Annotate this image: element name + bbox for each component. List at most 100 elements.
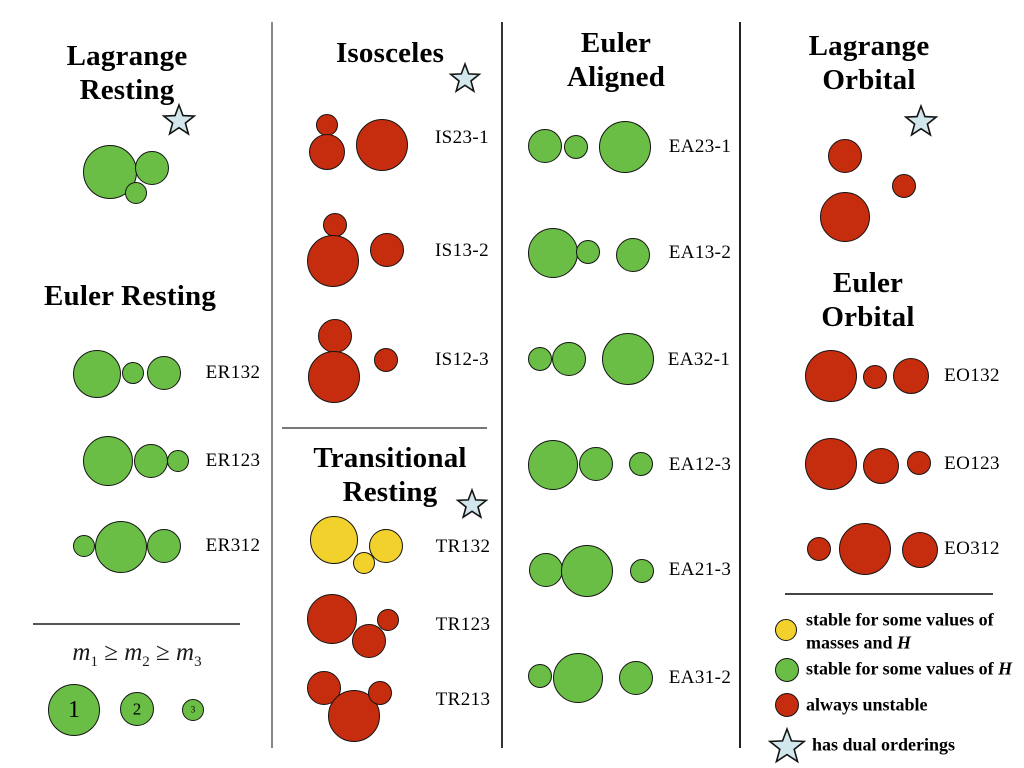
- star-icon: [455, 487, 489, 519]
- mass-circle: [807, 537, 831, 561]
- mass-circle: [369, 529, 403, 563]
- mass-circle: [828, 139, 862, 173]
- mass-size-key-circle: [182, 699, 204, 721]
- row-label-ER132: ER132: [205, 362, 261, 383]
- mass-circle: [820, 192, 870, 242]
- row-label-EO312: EO312: [944, 538, 1000, 559]
- mass-circle: [892, 174, 916, 198]
- section-title-euler-aligned: Euler Aligned: [566, 27, 666, 93]
- row-label-TR123: TR123: [435, 614, 491, 635]
- mass-circle: [529, 553, 563, 587]
- mass-circle: [619, 661, 653, 695]
- legend-stable-masses-H-text-1: stable for some values of: [806, 609, 994, 630]
- mass-circle: [552, 342, 586, 376]
- mass-circle: [576, 240, 600, 264]
- mass-ordering-formula: m1 ≥ m2 ≥ m3: [72, 639, 202, 670]
- mass-circle: [374, 348, 398, 372]
- row-label-EO123: EO123: [944, 453, 1000, 474]
- mass-circle: [599, 121, 651, 173]
- mass-circle: [73, 535, 95, 557]
- section-divider-1: [33, 623, 240, 625]
- row-label-ER123: ER123: [205, 450, 261, 471]
- mass-circle: [528, 440, 578, 490]
- mass-circle: [528, 347, 552, 371]
- legend-stable-masses-H-swatch: [775, 619, 797, 641]
- section-divider-2: [282, 427, 487, 429]
- mass-circle: [73, 350, 121, 398]
- mass-size-key-circle: [120, 692, 154, 726]
- mass-circle: [307, 594, 357, 644]
- mass-circle: [630, 559, 654, 583]
- section-title-transitional-resting: Transitional Resting: [313, 442, 467, 508]
- legend-stable-H-text-1: stable for some values of H: [806, 658, 1013, 679]
- mass-circle: [564, 135, 588, 159]
- legend-unstable-text-1: always unstable: [806, 694, 928, 715]
- mass-circle: [318, 319, 352, 353]
- row-label-TR213: TR213: [435, 689, 491, 710]
- star-icon: [767, 726, 807, 764]
- mass-circle: [528, 129, 562, 163]
- lagrange-orbital-star-icon: [903, 103, 939, 137]
- mass-circle: [893, 358, 929, 394]
- section-title-euler-resting: Euler Resting: [43, 280, 217, 312]
- mass-circle: [579, 447, 613, 481]
- mass-number-2: 2: [132, 699, 142, 719]
- mass-circle: [616, 238, 650, 272]
- mass-circle: [134, 444, 168, 478]
- section-title-euler-orbital: Euler Orbital: [821, 267, 915, 333]
- mass-number-1: 1: [68, 697, 80, 723]
- mass-circle: [122, 362, 144, 384]
- mass-circle: [805, 438, 857, 490]
- lagrange-resting-star-icon: [161, 102, 197, 136]
- row-label-IS23-1: IS23-1: [434, 127, 490, 148]
- mass-circle: [863, 365, 887, 389]
- star-icon: [161, 102, 197, 136]
- mass-circle: [308, 351, 360, 403]
- mass-circle: [370, 233, 404, 267]
- mass-circle: [353, 552, 375, 574]
- mass-circle: [528, 228, 578, 278]
- mass-circle: [316, 114, 338, 136]
- mass-circle: [602, 333, 654, 385]
- section-title-lagrange-orbital: Lagrange Orbital: [808, 30, 930, 96]
- legend-stable-H-swatch: [775, 658, 799, 682]
- legend-unstable-swatch: [775, 693, 799, 717]
- row-label-EA23-1: EA23-1: [668, 136, 732, 157]
- mass-circle: [147, 529, 181, 563]
- mass-circle: [125, 182, 147, 204]
- row-label-EO132: EO132: [944, 365, 1000, 386]
- mass-circle: [629, 452, 653, 476]
- mass-circle: [323, 213, 347, 237]
- mass-circle: [83, 436, 133, 486]
- row-label-ER312: ER312: [205, 535, 261, 556]
- mass-circle: [356, 119, 408, 171]
- mass-circle: [907, 451, 931, 475]
- mass-number-3: 3: [190, 704, 196, 715]
- mass-size-key-circle: [48, 684, 100, 736]
- row-label-EA13-2: EA13-2: [668, 242, 732, 263]
- mass-circle: [553, 653, 603, 703]
- row-label-IS13-2: IS13-2: [434, 240, 490, 261]
- legend-dual-orderings-star-icon: [767, 726, 807, 764]
- transitional-resting-star-icon: [455, 487, 489, 519]
- mass-circle: [310, 516, 358, 564]
- star-icon: [903, 103, 939, 137]
- mass-circle: [839, 523, 891, 575]
- mass-circle: [561, 545, 613, 597]
- section-title-lagrange-resting: Lagrange Resting: [66, 40, 188, 106]
- row-label-TR132: TR132: [435, 536, 491, 557]
- section-divider-3: [785, 593, 993, 595]
- mass-circle: [377, 609, 399, 631]
- mass-circle: [307, 235, 359, 287]
- column-divider-2: [501, 22, 503, 748]
- star-icon: [448, 61, 482, 93]
- row-label-EA21-3: EA21-3: [668, 559, 732, 580]
- mass-circle: [309, 134, 345, 170]
- row-label-EA31-2: EA31-2: [668, 667, 732, 688]
- mass-circle: [167, 450, 189, 472]
- column-divider-1: [271, 22, 273, 748]
- mass-circle: [352, 624, 386, 658]
- column-divider-3: [739, 22, 741, 748]
- mass-circle: [147, 356, 181, 390]
